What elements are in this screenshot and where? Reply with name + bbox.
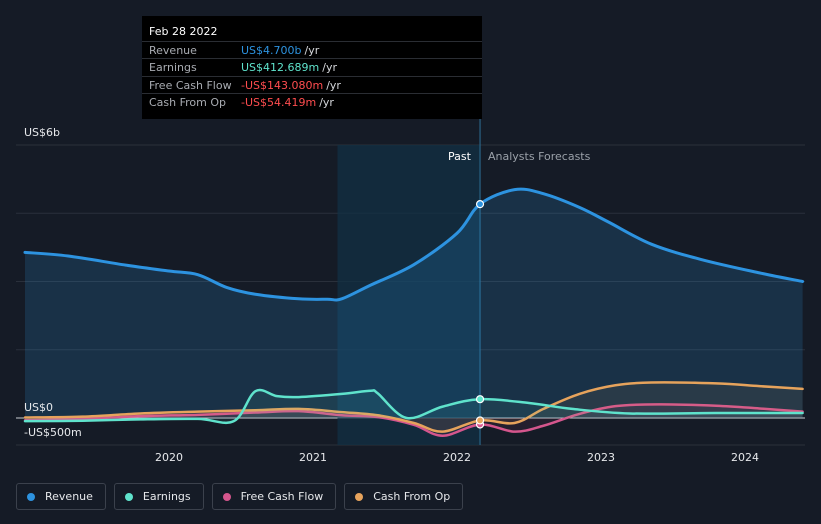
- tooltip-row-cfo: Cash From Op -US$54.419m/yr: [142, 93, 482, 111]
- past-region: [337, 16, 481, 445]
- legend-item-free-cash-flow[interactable]: Free Cash Flow: [211, 483, 337, 510]
- y-label-bottom: -US$500m: [24, 426, 82, 439]
- legend: Revenue Earnings Free Cash Flow Cash Fro…: [16, 483, 464, 510]
- tooltip-row-earnings: Earnings US$412.689m/yr: [142, 58, 482, 76]
- tooltip-value: US$412.689m/yr: [241, 61, 337, 74]
- tooltip-label: Free Cash Flow: [149, 79, 232, 92]
- revenue-line: [23, 187, 805, 302]
- past-label: Past: [448, 150, 471, 163]
- legend-label: Free Cash Flow: [240, 490, 324, 503]
- earnings-area: [25, 389, 803, 423]
- revenue-marker: [475, 200, 485, 209]
- legend-dot-icon: [222, 492, 231, 501]
- legend-label: Revenue: [45, 490, 93, 503]
- legend-dot-icon: [27, 492, 35, 501]
- legend-dot-icon: [124, 492, 133, 501]
- tooltip-value: -US$54.419m/yr: [241, 96, 334, 109]
- x-tick-label: 2024: [731, 451, 759, 464]
- x-tick-label: 2021: [299, 451, 327, 464]
- x-tick-label: 2022: [443, 451, 471, 464]
- x-tick-label: 2023: [587, 451, 615, 464]
- tooltip-value: -US$143.080m/yr: [241, 79, 341, 92]
- y-label-top: US$6b: [24, 126, 61, 139]
- tooltip: Feb 28 2022 Revenue US$4.700b/yr Earning…: [142, 16, 482, 119]
- cash-from-op-line: [23, 381, 804, 433]
- y-label-zero: US$0: [24, 401, 54, 414]
- forecast-label: Analysts Forecasts: [488, 150, 591, 163]
- cash-from-op-marker: [475, 416, 485, 425]
- x-tick-label: 2020: [155, 451, 183, 464]
- tooltip-row-revenue: Revenue US$4.700b/yr: [142, 41, 482, 59]
- tooltip-date: Feb 28 2022: [149, 25, 218, 38]
- tooltip-label: Revenue: [149, 44, 197, 57]
- legend-dot-icon: [355, 492, 364, 501]
- earnings-line: [23, 388, 804, 425]
- series-group: [23, 187, 805, 437]
- earnings-marker: [475, 395, 485, 404]
- free-cash-flow-line: [23, 403, 804, 437]
- past-highlight-band: [337, 145, 481, 445]
- legend-item-earnings[interactable]: Earnings: [113, 483, 204, 510]
- legend-item-revenue[interactable]: Revenue: [16, 483, 106, 510]
- tooltip-row-fcf: Free Cash Flow -US$143.080m/yr: [142, 76, 482, 94]
- legend-label: Cash From Op: [373, 490, 451, 503]
- cash-from-op-area: [25, 382, 803, 432]
- tooltip-label: Earnings: [149, 61, 197, 74]
- tooltip-value: US$4.700b/yr: [241, 44, 320, 57]
- legend-label: Earnings: [142, 490, 191, 503]
- hover-markers: [475, 200, 485, 429]
- legend-item-cash-from-op[interactable]: Cash From Op: [344, 483, 464, 510]
- tooltip-label: Cash From Op: [149, 96, 227, 109]
- revenue-area: [25, 189, 803, 418]
